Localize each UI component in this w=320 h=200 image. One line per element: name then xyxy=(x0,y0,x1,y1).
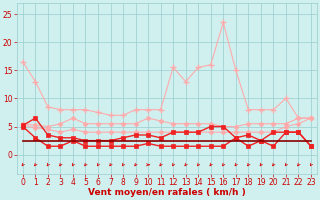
X-axis label: Vent moyen/en rafales ( km/h ): Vent moyen/en rafales ( km/h ) xyxy=(88,188,246,197)
